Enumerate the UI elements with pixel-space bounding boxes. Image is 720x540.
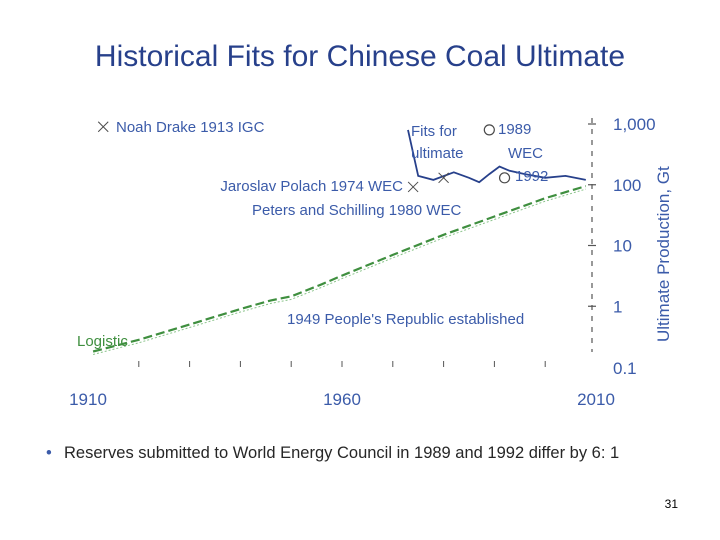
y-tick-label: 1,000 (613, 115, 656, 134)
x-marker (97, 121, 109, 133)
x-marker-stroke (97, 121, 109, 133)
label-1992: 1992 (515, 168, 548, 185)
label-ultimate: ultimate (411, 145, 464, 162)
slide-title: Historical Fits for Chinese Coal Ultimat… (94, 40, 626, 73)
x-marker-stroke (407, 181, 419, 193)
chart-series (92, 121, 587, 355)
label-fits-for: Fits for (411, 123, 457, 140)
data-points-dotted (92, 188, 586, 355)
x-tick-label: 1960 (323, 390, 361, 409)
y-axis-label: Ultimate Production, Gt (654, 166, 673, 342)
page-number: 31 (664, 497, 678, 511)
label-wec: WEC (508, 145, 543, 162)
x-tick-label: 1910 (69, 390, 107, 409)
label-prc-established: 1949 People's Republic established (287, 311, 524, 328)
label-polach: Jaroslav Polach 1974 WEC (220, 178, 403, 195)
label-1989: 1989 (498, 121, 531, 138)
y-tick-label: 100 (613, 176, 641, 195)
x-marker-stroke (438, 172, 449, 184)
o-marker (483, 124, 495, 136)
x-marker (407, 181, 419, 193)
y-tick-label: 10 (613, 237, 632, 256)
bullet-icon: • (46, 444, 52, 462)
label-logistic: Logistic (77, 333, 128, 350)
bullet-item: • Reserves submitted to World Energy Coun… (46, 444, 619, 463)
chart-labels: Noah Drake 1913 IGC Jaroslav Polach 1974 … (77, 119, 548, 350)
o-marker (498, 172, 511, 184)
series-line-fits (407, 129, 586, 184)
y-tick-label: 0.1 (613, 359, 637, 378)
y-tick-label: 1 (613, 297, 622, 316)
x-tick-label: 2010 (577, 390, 615, 409)
chart-axes: 1910 1960 2010 0.1 1 10 100 1,000 (69, 115, 655, 409)
label-noah-drake: Noah Drake 1913 IGC (116, 119, 265, 136)
bullet-text: Reserves submitted to World Energy Counc… (64, 444, 620, 462)
label-peters-schilling: Peters and Schilling 1980 WEC (252, 202, 461, 219)
x-marker (438, 172, 449, 184)
series-line-logistic (92, 185, 587, 353)
